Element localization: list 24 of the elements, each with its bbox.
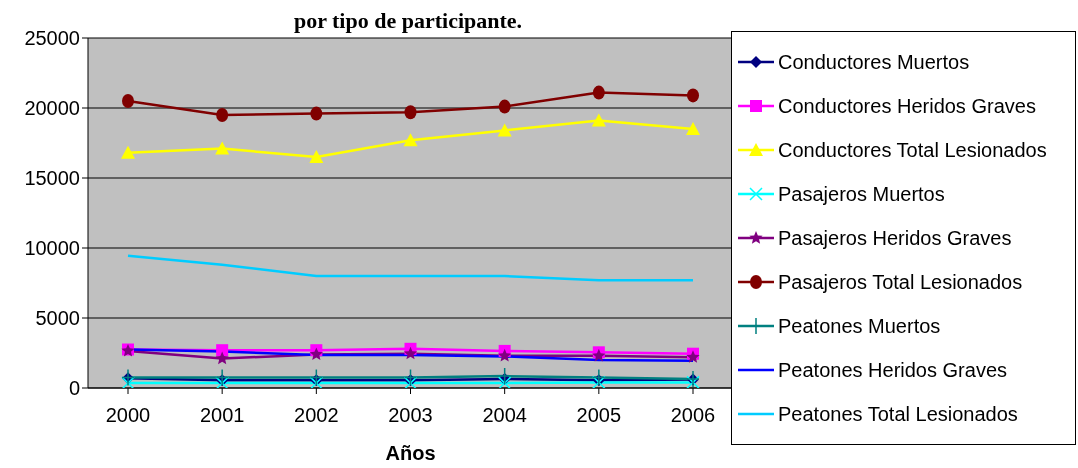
legend-label: Conductores Total Lesionados bbox=[778, 138, 1047, 162]
legend-label: Peatones Muertos bbox=[778, 314, 941, 338]
y-tick-label: 15000 bbox=[24, 167, 80, 190]
y-tick-label: 20000 bbox=[24, 97, 80, 120]
x-axis-title: Años bbox=[385, 442, 436, 464]
legend-label: Pasajeros Heridos Graves bbox=[778, 226, 1012, 250]
y-tick-label: 5000 bbox=[35, 307, 80, 330]
legend-label: Conductores Heridos Graves bbox=[778, 94, 1036, 118]
x-tick-label: 2002 bbox=[294, 404, 339, 427]
x-tick-label: 2005 bbox=[576, 404, 622, 427]
x-tick-label: 2006 bbox=[670, 404, 716, 427]
legend-label: Pasajeros Muertos bbox=[778, 182, 945, 206]
chart-title: por tipo de participante. bbox=[293, 8, 523, 33]
legend-label: Peatones Total Lesionados bbox=[778, 402, 1018, 426]
x-tick-label: 2003 bbox=[388, 404, 433, 427]
y-tick-label: 0 bbox=[68, 377, 80, 400]
x-tick-label: 2004 bbox=[482, 404, 527, 427]
legend-label: Pasajeros Total Lesionados bbox=[778, 270, 1023, 294]
y-tick-label: 10000 bbox=[24, 237, 80, 260]
y-tick-label: 25000 bbox=[24, 27, 80, 50]
legend-label: Peatones Heridos Graves bbox=[778, 358, 1008, 382]
x-tick-label: 2000 bbox=[105, 404, 151, 427]
x-tick-label: 2001 bbox=[199, 404, 245, 427]
legend-label: Conductores Muertos bbox=[778, 50, 970, 74]
